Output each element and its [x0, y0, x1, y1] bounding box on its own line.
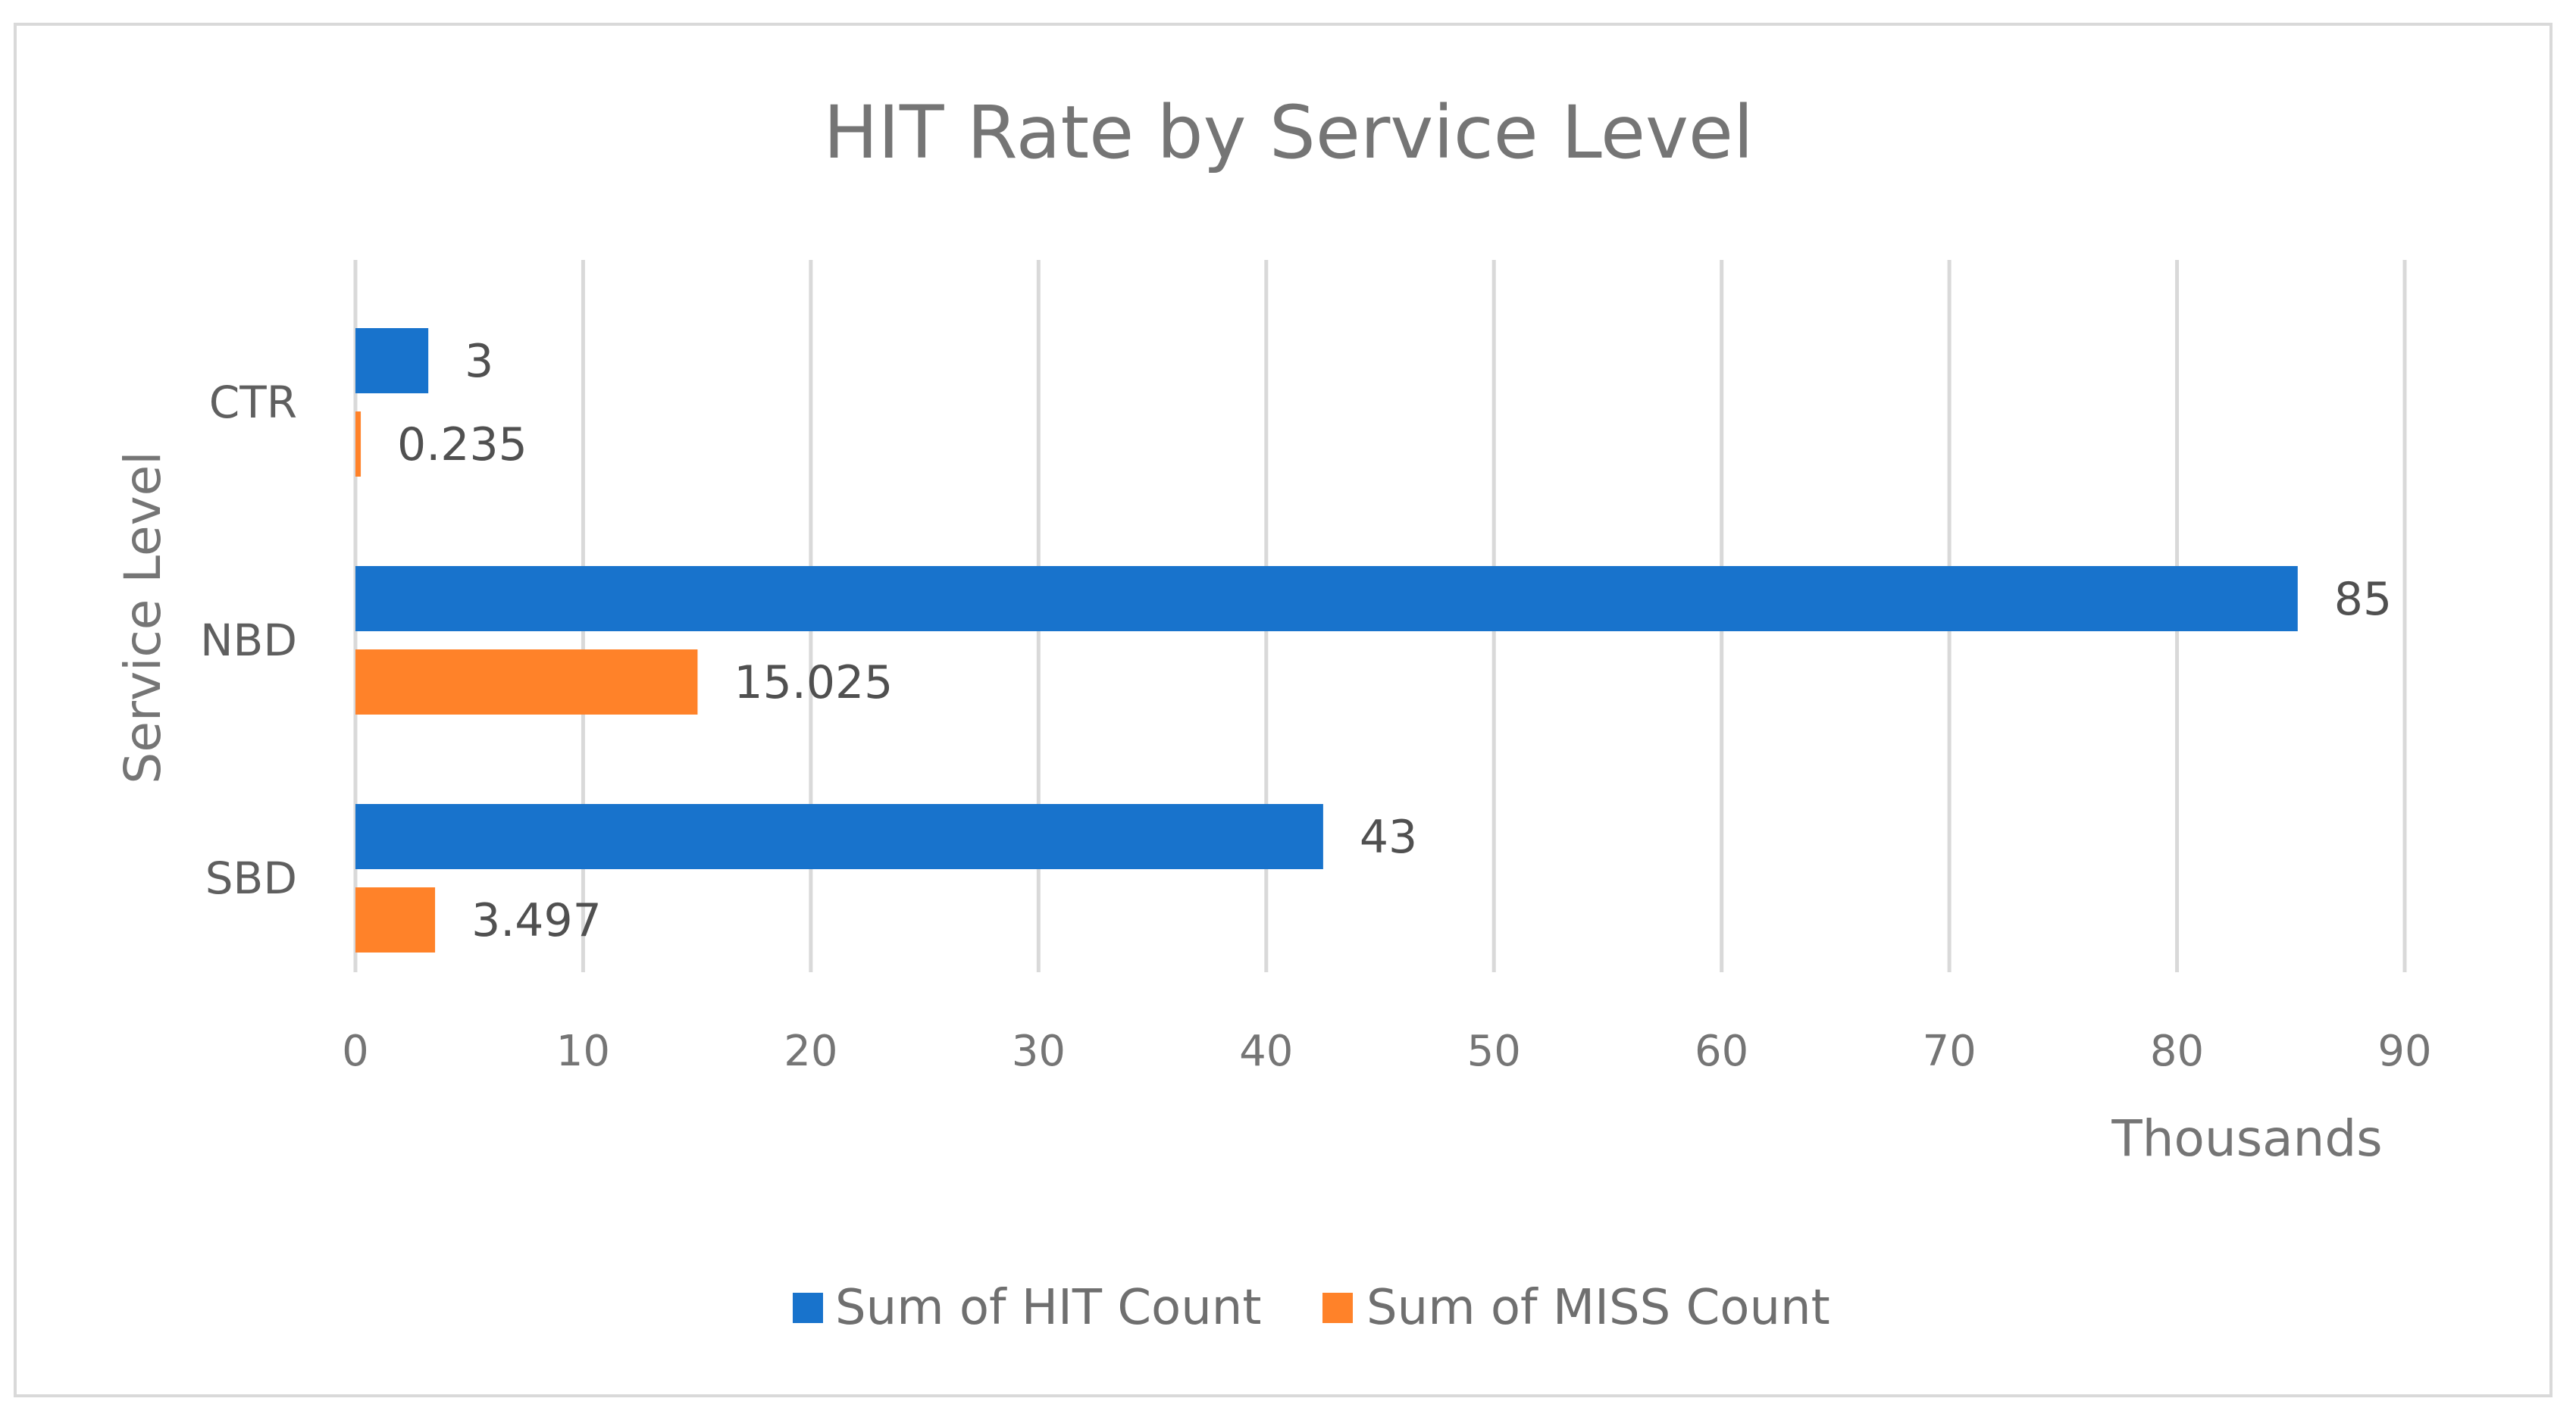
- legend-swatch-miss: [1322, 1293, 1353, 1323]
- data-label-hit-sbd: 43: [1360, 811, 1417, 864]
- chart-title: HIT Rate by Service Level: [823, 90, 1753, 175]
- bar-miss-ctr: [355, 411, 362, 477]
- data-label-miss-ctr: 0.235: [397, 418, 527, 471]
- legend-label-hit: Sum of HIT Count: [835, 1280, 1261, 1336]
- legend-label-miss: Sum of MISS Count: [1366, 1280, 1830, 1336]
- category-label-ctr: CTR: [209, 377, 297, 428]
- y-axis-title: Service Level: [114, 451, 172, 784]
- category-label-sbd: SBD: [205, 852, 297, 904]
- data-label-hit-ctr: 3: [465, 335, 493, 388]
- data-label-hit-nbd: 85: [2334, 573, 2392, 626]
- legend-swatch-hit: [793, 1293, 823, 1323]
- bar-miss-nbd: [355, 649, 698, 715]
- legend: Sum of HIT Count Sum of MISS Count: [793, 1280, 1830, 1336]
- x-tick-label: 40: [1239, 1027, 1293, 1076]
- x-tick-label: 80: [2150, 1027, 2204, 1076]
- bar-hit-nbd: [355, 566, 2298, 631]
- x-tick-label: 10: [556, 1027, 610, 1076]
- bar-miss-sbd: [355, 887, 436, 953]
- category-label-nbd: NBD: [200, 615, 297, 666]
- bar-hit-ctr: [355, 328, 429, 393]
- bars: [355, 328, 2298, 953]
- data-label-miss-nbd: 15.025: [734, 656, 893, 709]
- x-tick-label: 50: [1467, 1027, 1521, 1076]
- bar-hit-sbd: [355, 804, 1323, 869]
- x-tick-label: 90: [2377, 1027, 2431, 1076]
- x-tick-label: 70: [1922, 1027, 1976, 1076]
- x-tick-label: 30: [1012, 1027, 1066, 1076]
- x-tick-label: 20: [784, 1027, 837, 1076]
- x-axis-ticks: 0 10 20 30 40 50 60 70 80 90: [342, 1027, 2431, 1076]
- y-axis-categories: CTR NBD SBD: [200, 377, 297, 904]
- x-tick-label: 60: [1695, 1027, 1748, 1076]
- data-labels: 3 85 43 0.235 15.025 3.497: [397, 335, 2392, 947]
- x-tick-label: 0: [342, 1027, 369, 1076]
- x-axis-title: Thousands: [2111, 1109, 2382, 1168]
- data-label-miss-sbd: 3.497: [471, 894, 602, 947]
